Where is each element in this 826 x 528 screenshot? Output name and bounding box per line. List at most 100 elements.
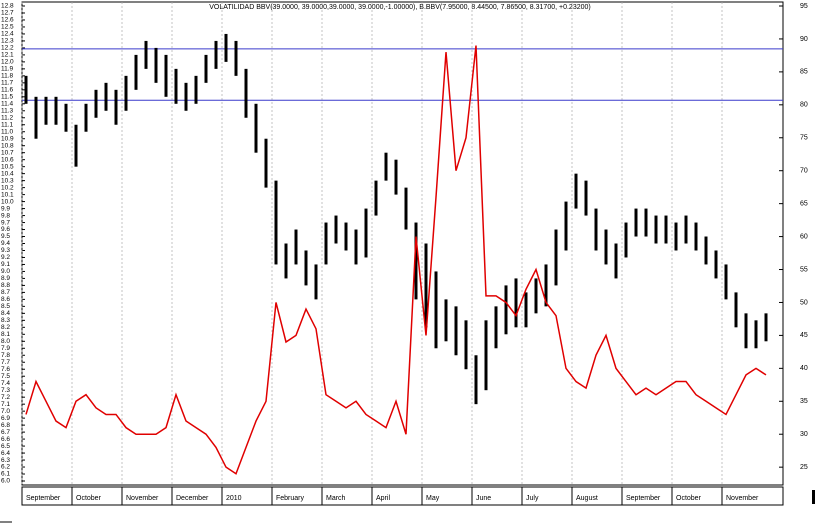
y-tick-label: 9.9 [1, 205, 10, 212]
price-bar [24, 75, 28, 104]
y2-tick-label: 40 [800, 365, 808, 372]
x-tick-label: June [476, 495, 491, 502]
price-bar [664, 215, 668, 244]
y2-tick-label: 45 [800, 332, 808, 339]
x-tick-label: October [676, 495, 702, 502]
y-tick-label: 8.8 [1, 282, 10, 289]
price-bar [144, 40, 148, 69]
y-tick-label: 10.4 [1, 170, 14, 177]
y-tick-label: 6.2 [1, 464, 10, 471]
volatility-line [25, 45, 767, 475]
price-bar [594, 208, 598, 251]
y-tick-label: 11.7 [1, 80, 14, 87]
y-tick-label: 9.4 [1, 240, 10, 247]
price-bar [214, 40, 218, 69]
price-bar [494, 306, 498, 349]
price-bar [414, 222, 418, 300]
y-tick-label: 6.3 [1, 457, 10, 464]
price-bar [84, 103, 88, 132]
price-bar [464, 320, 468, 370]
price-bar [504, 285, 508, 335]
y-tick-label: 9.1 [1, 261, 10, 268]
price-bar [474, 355, 478, 405]
y-tick-label: 8.5 [1, 303, 10, 310]
price-bar [234, 40, 238, 76]
y-tick-label: 8.0 [1, 338, 10, 345]
price-bar [324, 222, 328, 265]
price-bar [204, 54, 208, 83]
y-tick-label: 7.3 [1, 387, 10, 394]
y-tick-label: 12.5 [1, 24, 14, 31]
y-tick-label: 7.8 [1, 352, 10, 359]
price-bar [534, 278, 538, 314]
y2-tick-label: 35 [800, 398, 808, 405]
y-tick-label: 7.6 [1, 366, 10, 373]
price-bar [124, 75, 128, 111]
price-bar [384, 152, 388, 181]
price-bar [554, 229, 558, 286]
y-tick-label: 6.8 [1, 422, 10, 429]
y-tick-label: 6.9 [1, 415, 10, 422]
price-bar [244, 68, 248, 118]
price-bar [704, 236, 708, 265]
y-tick-label: 12.6 [1, 17, 14, 24]
price-bar [654, 215, 658, 244]
y2-tick-label: 85 [800, 69, 808, 76]
y-tick-label: 9.2 [1, 254, 10, 261]
y-tick-label: 8.7 [1, 289, 10, 296]
y-tick-label: 11.8 [1, 73, 14, 80]
y-tick-label: 10.6 [1, 156, 14, 163]
y-tick-label: 7.7 [1, 359, 10, 366]
x-tick-label: April [376, 495, 390, 502]
y-tick-label: 6.4 [1, 450, 10, 457]
y-tick-label: 8.2 [1, 324, 10, 331]
y2-tick-label: 60 [800, 233, 808, 240]
price-bar [454, 306, 458, 356]
price-bar [304, 250, 308, 286]
y-tick-label: 9.7 [1, 219, 10, 226]
y-tick-label: 11.3 [1, 107, 14, 114]
x-tick-label: September [626, 495, 661, 502]
price-bar [674, 222, 678, 251]
x-tick-label: September [26, 495, 61, 502]
price-bar [564, 201, 568, 251]
price-bar [104, 82, 108, 111]
y-tick-label: 12.2 [1, 45, 14, 52]
price-bar [364, 208, 368, 258]
price-bar [574, 173, 578, 209]
y-tick-label: 7.4 [1, 380, 10, 387]
y-tick-label: 7.0 [1, 408, 10, 415]
y-tick-label: 10.3 [1, 177, 14, 184]
y-tick-label: 6.7 [1, 429, 10, 436]
price-bar [754, 320, 758, 349]
price-bar [344, 222, 348, 251]
price-bar [424, 243, 428, 328]
y-tick-label: 6.6 [1, 436, 10, 443]
y-tick-label: 9.8 [1, 212, 10, 219]
y-tick-label: 11.6 [1, 87, 14, 94]
y-tick-label: 9.5 [1, 233, 10, 240]
y-tick-label: 7.9 [1, 345, 10, 352]
y-tick-label: 11.5 [1, 94, 14, 101]
y-tick-label: 10.5 [1, 163, 14, 170]
y-tick-label: 10.2 [1, 184, 14, 191]
y-tick-label: 7.2 [1, 394, 10, 401]
price-bar [274, 180, 278, 265]
y-tick-label: 10.7 [1, 149, 14, 156]
y-tick-label: 10.8 [1, 142, 14, 149]
price-bar [734, 292, 738, 328]
y-tick-label: 12.1 [1, 52, 14, 59]
x-tick-label: February [276, 495, 305, 502]
corner-mark [812, 490, 815, 504]
price-bar [524, 292, 528, 328]
price-bar [394, 159, 398, 195]
price-bar [284, 243, 288, 279]
y2-tick-label: 65 [800, 200, 808, 207]
y2-tick-label: 80 [800, 102, 808, 109]
price-bar [744, 313, 748, 349]
y-tick-label: 12.3 [1, 38, 14, 45]
y-tick-label: 6.1 [1, 471, 10, 478]
price-bar [94, 89, 98, 118]
price-bar [694, 222, 698, 251]
